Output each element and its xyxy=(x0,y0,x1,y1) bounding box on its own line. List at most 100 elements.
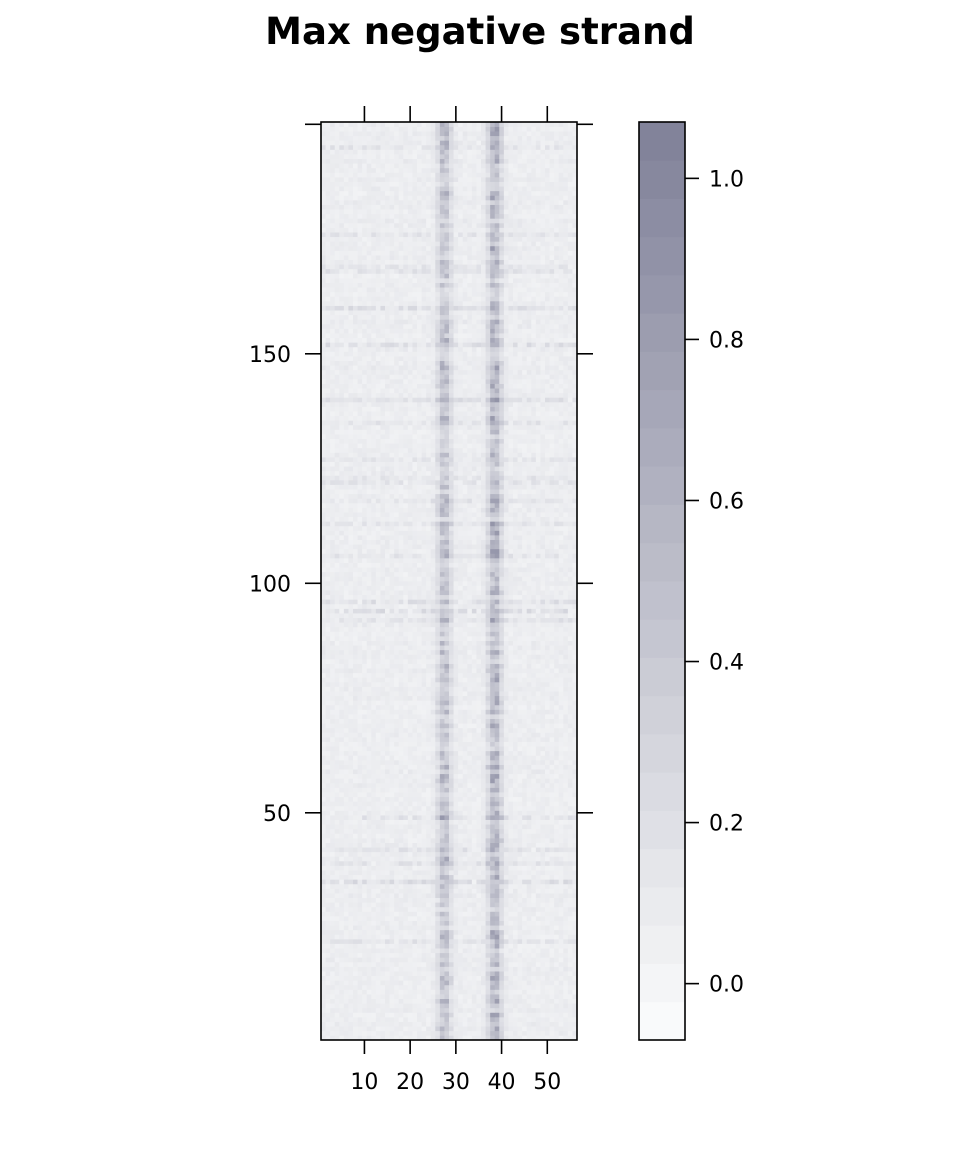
heatmap-cell xyxy=(572,782,578,788)
heatmap-cell xyxy=(549,750,555,756)
heatmap-cell xyxy=(535,961,541,967)
heatmap-cell xyxy=(485,732,491,738)
heatmap-cell xyxy=(522,943,528,949)
heatmap-cell xyxy=(366,750,372,756)
heatmap-cell xyxy=(417,975,422,981)
heatmap-cell xyxy=(417,659,422,664)
heatmap-cell xyxy=(462,663,468,669)
heatmap-cell xyxy=(453,709,459,715)
heatmap-cell xyxy=(558,677,564,683)
heatmap-cell xyxy=(407,805,413,811)
heatmap-cell xyxy=(503,631,509,637)
heatmap-cell xyxy=(371,704,377,710)
heatmap-cell xyxy=(334,851,340,857)
heatmap-cell xyxy=(462,654,468,660)
heatmap-cell xyxy=(503,663,509,669)
heatmap-cell xyxy=(563,828,569,834)
heatmap-cell xyxy=(348,626,354,632)
heatmap-cell xyxy=(321,815,326,820)
heatmap-cell xyxy=(417,989,422,995)
heatmap-cell xyxy=(549,778,555,784)
heatmap-cell xyxy=(572,718,578,724)
heatmap-cell xyxy=(458,668,464,674)
heatmap-cell xyxy=(435,778,441,784)
heatmap-cell xyxy=(522,709,528,715)
heatmap-cell xyxy=(398,727,404,733)
heatmap-cell xyxy=(494,659,500,664)
heatmap-cell xyxy=(471,961,477,967)
heatmap-cell xyxy=(549,1026,555,1032)
heatmap-cell xyxy=(398,723,404,729)
heatmap-cell xyxy=(485,879,491,885)
heatmap-cell xyxy=(490,856,496,862)
heatmap-cell xyxy=(535,1003,541,1009)
heatmap-cell xyxy=(535,824,541,830)
heatmap-cell xyxy=(330,994,336,999)
heatmap-cell xyxy=(490,984,496,990)
heatmap-cell xyxy=(481,741,486,747)
heatmap-cell xyxy=(426,893,432,899)
heatmap-cell xyxy=(449,714,454,719)
heatmap-cell xyxy=(476,1035,482,1041)
heatmap-cell xyxy=(325,810,331,816)
heatmap-cell xyxy=(476,1012,482,1018)
heatmap-cell xyxy=(467,805,473,811)
heatmap-cell xyxy=(558,659,564,664)
heatmap-cell xyxy=(540,879,546,885)
heatmap-cell xyxy=(398,1007,404,1013)
heatmap-cell xyxy=(343,920,349,926)
heatmap-cell xyxy=(380,755,386,761)
heatmap-cell xyxy=(453,939,459,944)
heatmap-cell xyxy=(545,649,550,655)
heatmap-cell xyxy=(380,672,386,678)
heatmap-cell xyxy=(444,865,450,871)
heatmap-cell xyxy=(458,934,464,940)
heatmap-cell xyxy=(325,883,331,889)
heatmap-cell xyxy=(513,980,518,986)
heatmap-cell xyxy=(389,796,395,802)
heatmap-cell xyxy=(572,792,578,798)
heatmap-cell xyxy=(357,838,363,843)
heatmap-cell xyxy=(535,916,541,921)
heatmap-cell xyxy=(375,856,381,862)
heatmap-cell xyxy=(554,906,560,912)
heatmap-cell xyxy=(481,709,486,715)
heatmap-cell xyxy=(449,897,454,903)
heatmap-cell xyxy=(567,792,573,798)
heatmap-cell xyxy=(462,792,468,798)
heatmap-cell xyxy=(522,714,528,719)
heatmap-cell xyxy=(348,755,354,761)
heatmap-cell xyxy=(353,714,358,719)
heatmap-cell xyxy=(494,994,500,999)
heatmap-cell xyxy=(421,957,427,963)
heatmap-cell xyxy=(545,971,550,977)
heatmap-cell xyxy=(357,989,363,995)
heatmap-cell xyxy=(394,792,400,798)
heatmap-cell xyxy=(343,897,349,903)
heatmap-cell xyxy=(339,1003,345,1009)
heatmap-cell xyxy=(558,1003,564,1009)
heatmap-cell xyxy=(476,640,482,646)
heatmap-cell xyxy=(385,801,390,807)
heatmap-cell xyxy=(353,686,358,692)
heatmap-cell xyxy=(513,943,518,949)
heatmap-cell xyxy=(449,727,454,733)
heatmap-cell xyxy=(545,787,550,793)
heatmap-cell xyxy=(481,805,486,811)
heatmap-cell xyxy=(494,695,500,701)
heatmap-cell xyxy=(467,750,473,756)
heatmap-cell xyxy=(494,893,500,899)
heatmap-cell xyxy=(330,727,336,733)
heatmap-cell xyxy=(394,691,400,697)
heatmap-cell xyxy=(531,897,537,903)
heatmap-cell xyxy=(453,723,459,729)
heatmap-cell xyxy=(339,929,345,935)
heatmap-cell xyxy=(567,883,573,889)
heatmap-cell xyxy=(549,994,555,999)
heatmap-cell xyxy=(490,916,496,921)
heatmap-cell xyxy=(554,893,560,899)
heatmap-cell xyxy=(558,1021,564,1027)
heatmap-cell xyxy=(522,755,528,761)
heatmap-cell xyxy=(348,902,354,908)
heatmap-cell xyxy=(567,654,573,660)
